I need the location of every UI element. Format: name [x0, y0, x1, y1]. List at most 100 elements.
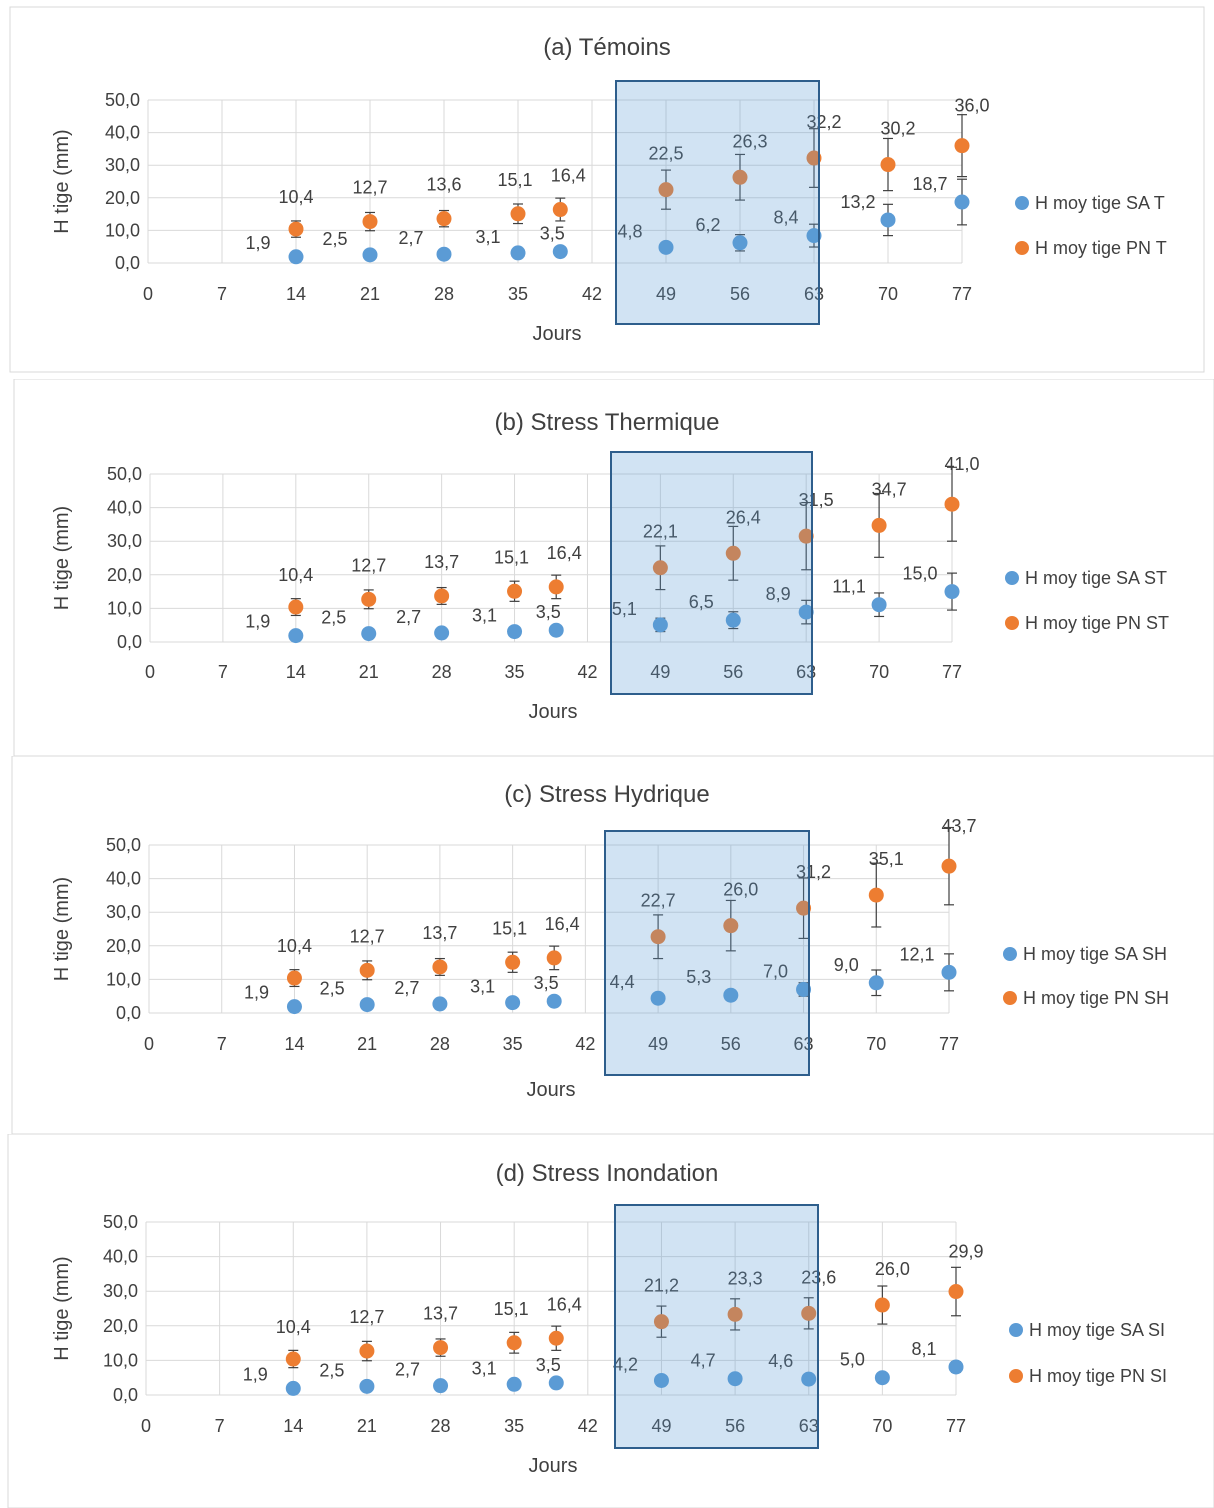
- x-tick-label: 7: [215, 1416, 225, 1436]
- data-point: [650, 990, 666, 1006]
- y-axis-title: H tige (mm): [51, 506, 73, 610]
- y-axis-title: H tige (mm): [51, 1256, 73, 1360]
- data-label: 3,1: [472, 1358, 497, 1378]
- data-label: 4,2: [613, 1354, 638, 1374]
- data-point: [432, 959, 448, 975]
- data-point: [944, 584, 960, 600]
- x-tick-label: 14: [286, 662, 306, 682]
- legend-label: H moy tige PN ST: [1025, 613, 1169, 633]
- data-label: 1,9: [244, 983, 269, 1003]
- chart-panel-stress-inondation: (d) Stress Inondation 0,0 10,0 20,0 30,0 40,0…: [0, 1134, 1214, 1508]
- data-point: [359, 1343, 375, 1359]
- legend-marker: [1015, 196, 1029, 210]
- data-point: [941, 858, 957, 874]
- data-point: [548, 579, 564, 595]
- data-point: [941, 964, 957, 980]
- x-tick-label: 70: [869, 662, 889, 682]
- data-label: 35,1: [869, 849, 904, 869]
- data-point: [434, 588, 450, 604]
- data-point: [552, 244, 568, 260]
- chart-panel-stress-thermique: (b) Stress Thermique 0,0 10,0 20,0 30,0 40,0 5…: [0, 379, 1214, 756]
- x-tick-label: 42: [575, 1034, 595, 1054]
- x-tick-label: 35: [503, 1034, 523, 1054]
- data-label: 12,7: [349, 1307, 384, 1327]
- data-point: [505, 995, 521, 1011]
- data-point: [362, 247, 378, 263]
- data-label: 3,1: [475, 227, 500, 247]
- y-axis-title: H tige (mm): [51, 129, 73, 233]
- data-point: [510, 245, 526, 261]
- data-label: 1,9: [243, 1364, 268, 1384]
- highlight-box: [615, 80, 820, 325]
- data-point: [359, 997, 375, 1013]
- data-point: [359, 1378, 375, 1394]
- x-axis-title: Jours: [529, 1455, 578, 1477]
- data-point: [288, 599, 304, 615]
- legend-marker: [1005, 616, 1019, 630]
- x-tick-label: 70: [866, 1034, 886, 1054]
- x-tick-label: 70: [878, 284, 898, 304]
- data-label: 26,0: [875, 1259, 910, 1279]
- data-point: [653, 1372, 669, 1388]
- data-point: [801, 1371, 817, 1387]
- data-label: 15,1: [497, 170, 532, 190]
- data-point: [723, 987, 739, 1003]
- chart-frame: [9, 6, 1205, 373]
- data-point: [436, 246, 452, 262]
- data-point: [546, 993, 562, 1009]
- x-tick-label: 28: [431, 1416, 451, 1436]
- legend-label: H moy tige PN SI: [1029, 1366, 1167, 1386]
- x-axis-title: Jours: [533, 323, 582, 345]
- y-tick-label: 0,0: [117, 632, 142, 652]
- chart-svg: (a) Témoins 0,0 10,0 20,0 30,0 40,0 50,0 0 7 14 21…: [9, 6, 1205, 373]
- y-tick-label: 10,0: [105, 220, 140, 240]
- legend-label: H moy tige PN T: [1035, 238, 1167, 258]
- data-point: [432, 996, 448, 1012]
- data-label: 4,4: [610, 972, 635, 992]
- data-point: [880, 212, 896, 228]
- data-point: [727, 1371, 743, 1387]
- y-tick-label: 50,0: [107, 464, 142, 484]
- data-label: 15,1: [492, 918, 527, 938]
- chart-svg: (d) Stress Inondation 0,0 10,0 20,0 30,0 40,0…: [7, 1134, 1214, 1508]
- y-tick-label: 10,0: [103, 1350, 138, 1370]
- x-axis-title: Jours: [527, 1079, 576, 1101]
- chart-panel-temoins: (a) Témoins 0,0 10,0 20,0 30,0 40,0 50,0 0 7 14 21…: [0, 0, 1214, 379]
- data-label: 23,3: [728, 1268, 763, 1288]
- y-tick-label: 10,0: [107, 598, 142, 618]
- data-point: [288, 628, 304, 644]
- y-tick-label: 50,0: [105, 90, 140, 110]
- chart-frame: [11, 756, 1214, 1134]
- data-label: 34,7: [872, 479, 907, 499]
- chart-svg: (b) Stress Thermique 0,0 10,0 20,0 30,0 40,0 5…: [13, 379, 1214, 756]
- x-tick-label: 7: [218, 662, 228, 682]
- data-point: [506, 1376, 522, 1392]
- data-label: 12,7: [351, 555, 386, 575]
- chart-title: (c) Stress Hydrique: [504, 781, 709, 808]
- data-point: [806, 228, 822, 244]
- data-label: 18,7: [912, 174, 947, 194]
- y-tick-label: 10,0: [106, 969, 141, 989]
- data-point: [285, 1351, 301, 1367]
- data-point: [801, 1305, 817, 1321]
- data-point: [868, 975, 884, 991]
- data-point: [732, 169, 748, 185]
- chart-svg: (c) Stress Hydrique 0,0 10,0 20,0 30,0 40,0 50…: [11, 756, 1214, 1134]
- data-label: 16,4: [545, 914, 580, 934]
- x-tick-label: 21: [360, 284, 380, 304]
- data-label: 32,2: [806, 112, 841, 132]
- data-label: 13,7: [423, 1304, 458, 1324]
- y-tick-label: 30,0: [103, 1281, 138, 1301]
- data-label: 4,8: [617, 221, 642, 241]
- legend-label: H moy tige SA ST: [1025, 568, 1167, 588]
- data-point: [948, 1284, 964, 1300]
- data-point: [653, 1314, 669, 1330]
- y-tick-label: 30,0: [107, 531, 142, 551]
- data-label: 26,3: [732, 131, 767, 151]
- data-point: [507, 583, 523, 599]
- highlight-box: [610, 451, 813, 695]
- x-tick-label: 21: [357, 1034, 377, 1054]
- data-point: [436, 211, 452, 227]
- chart-frame: [13, 379, 1214, 756]
- data-label: 10,4: [278, 187, 313, 207]
